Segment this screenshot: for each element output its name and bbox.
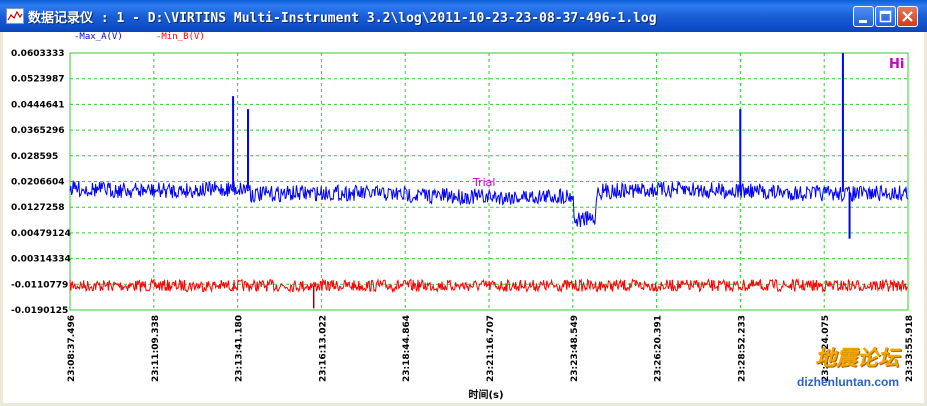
annotation-hi: Hi <box>889 57 904 72</box>
series-max-a-line <box>69 180 909 227</box>
legend-max-a: -Max_A(V) <box>74 32 123 42</box>
legend-min-b: -Min_B(V) <box>156 32 205 42</box>
chart[interactable]: 0.0603333 0.0523987 0.0444641 0.0365296 0.02… <box>3 32 924 403</box>
y-tick-label: -0.0190125 <box>11 306 68 316</box>
y-tick-label: 0.0523987 <box>11 75 65 85</box>
title-bar[interactable]: 数据记录仪 : 1 - D:\VIRTINS Multi-Instrument … <box>0 0 927 32</box>
y-tick-label: 0.028595 <box>11 152 58 162</box>
x-tick-label: 23:23:48.549 <box>570 315 580 382</box>
y-tick-label: 0.0365296 <box>11 126 65 136</box>
watermark-cn: 地震论坛 <box>815 345 899 370</box>
minimize-icon <box>859 20 867 23</box>
x-axis-label: 时间(s) <box>468 388 503 401</box>
close-icon <box>902 11 913 22</box>
series-min-b-line <box>69 277 908 294</box>
y-tick-label: 0.0206604 <box>11 178 65 188</box>
maximize-icon <box>879 10 892 23</box>
x-tick-label: 23:13:41.180 <box>235 315 245 382</box>
app-icon[interactable] <box>6 8 24 24</box>
annotation-trial: Trial <box>472 176 495 189</box>
watermark: 地震论坛 dizhenluntan.com <box>785 342 925 402</box>
y-tick-label: 0.0127258 <box>11 203 65 213</box>
window-title: 数据记录仪 : 1 - D:\VIRTINS Multi-Instrument … <box>28 11 657 26</box>
y-tick-label: 0.0444641 <box>11 100 65 110</box>
x-tick-label: 23:21:16.707 <box>486 315 496 382</box>
maximize-button[interactable] <box>875 6 896 27</box>
y-tick-label: 0.00479124 <box>11 229 71 239</box>
y-tick-label: 0.0603333 <box>11 49 65 59</box>
x-tick-label: 23:11:09.338 <box>151 315 161 382</box>
minimize-button[interactable] <box>853 6 874 27</box>
y-tick-label: -0.0110779 <box>11 280 68 290</box>
y-tick-label: 0.00314334 <box>11 255 71 265</box>
x-tick-label: 23:16:13.022 <box>318 315 328 382</box>
close-button[interactable] <box>897 6 918 27</box>
x-tick-label: 23:26:20.391 <box>654 315 664 382</box>
data-logger-plot-area[interactable]: -Max_A(V) -Min_B(V) 0.0603333 0.0523987 0.… <box>3 32 924 403</box>
x-tick-label: 23:28:52.233 <box>737 315 747 382</box>
x-tick-label: 23:18:44.864 <box>402 315 412 382</box>
x-tick-label: 23:33:55.918 <box>905 315 915 382</box>
watermark-url: dizhenluntan.com <box>797 375 899 389</box>
x-tick-label: 23:31:24.075 <box>821 315 831 382</box>
x-tick-label: 23:08:37.496 <box>67 315 77 382</box>
